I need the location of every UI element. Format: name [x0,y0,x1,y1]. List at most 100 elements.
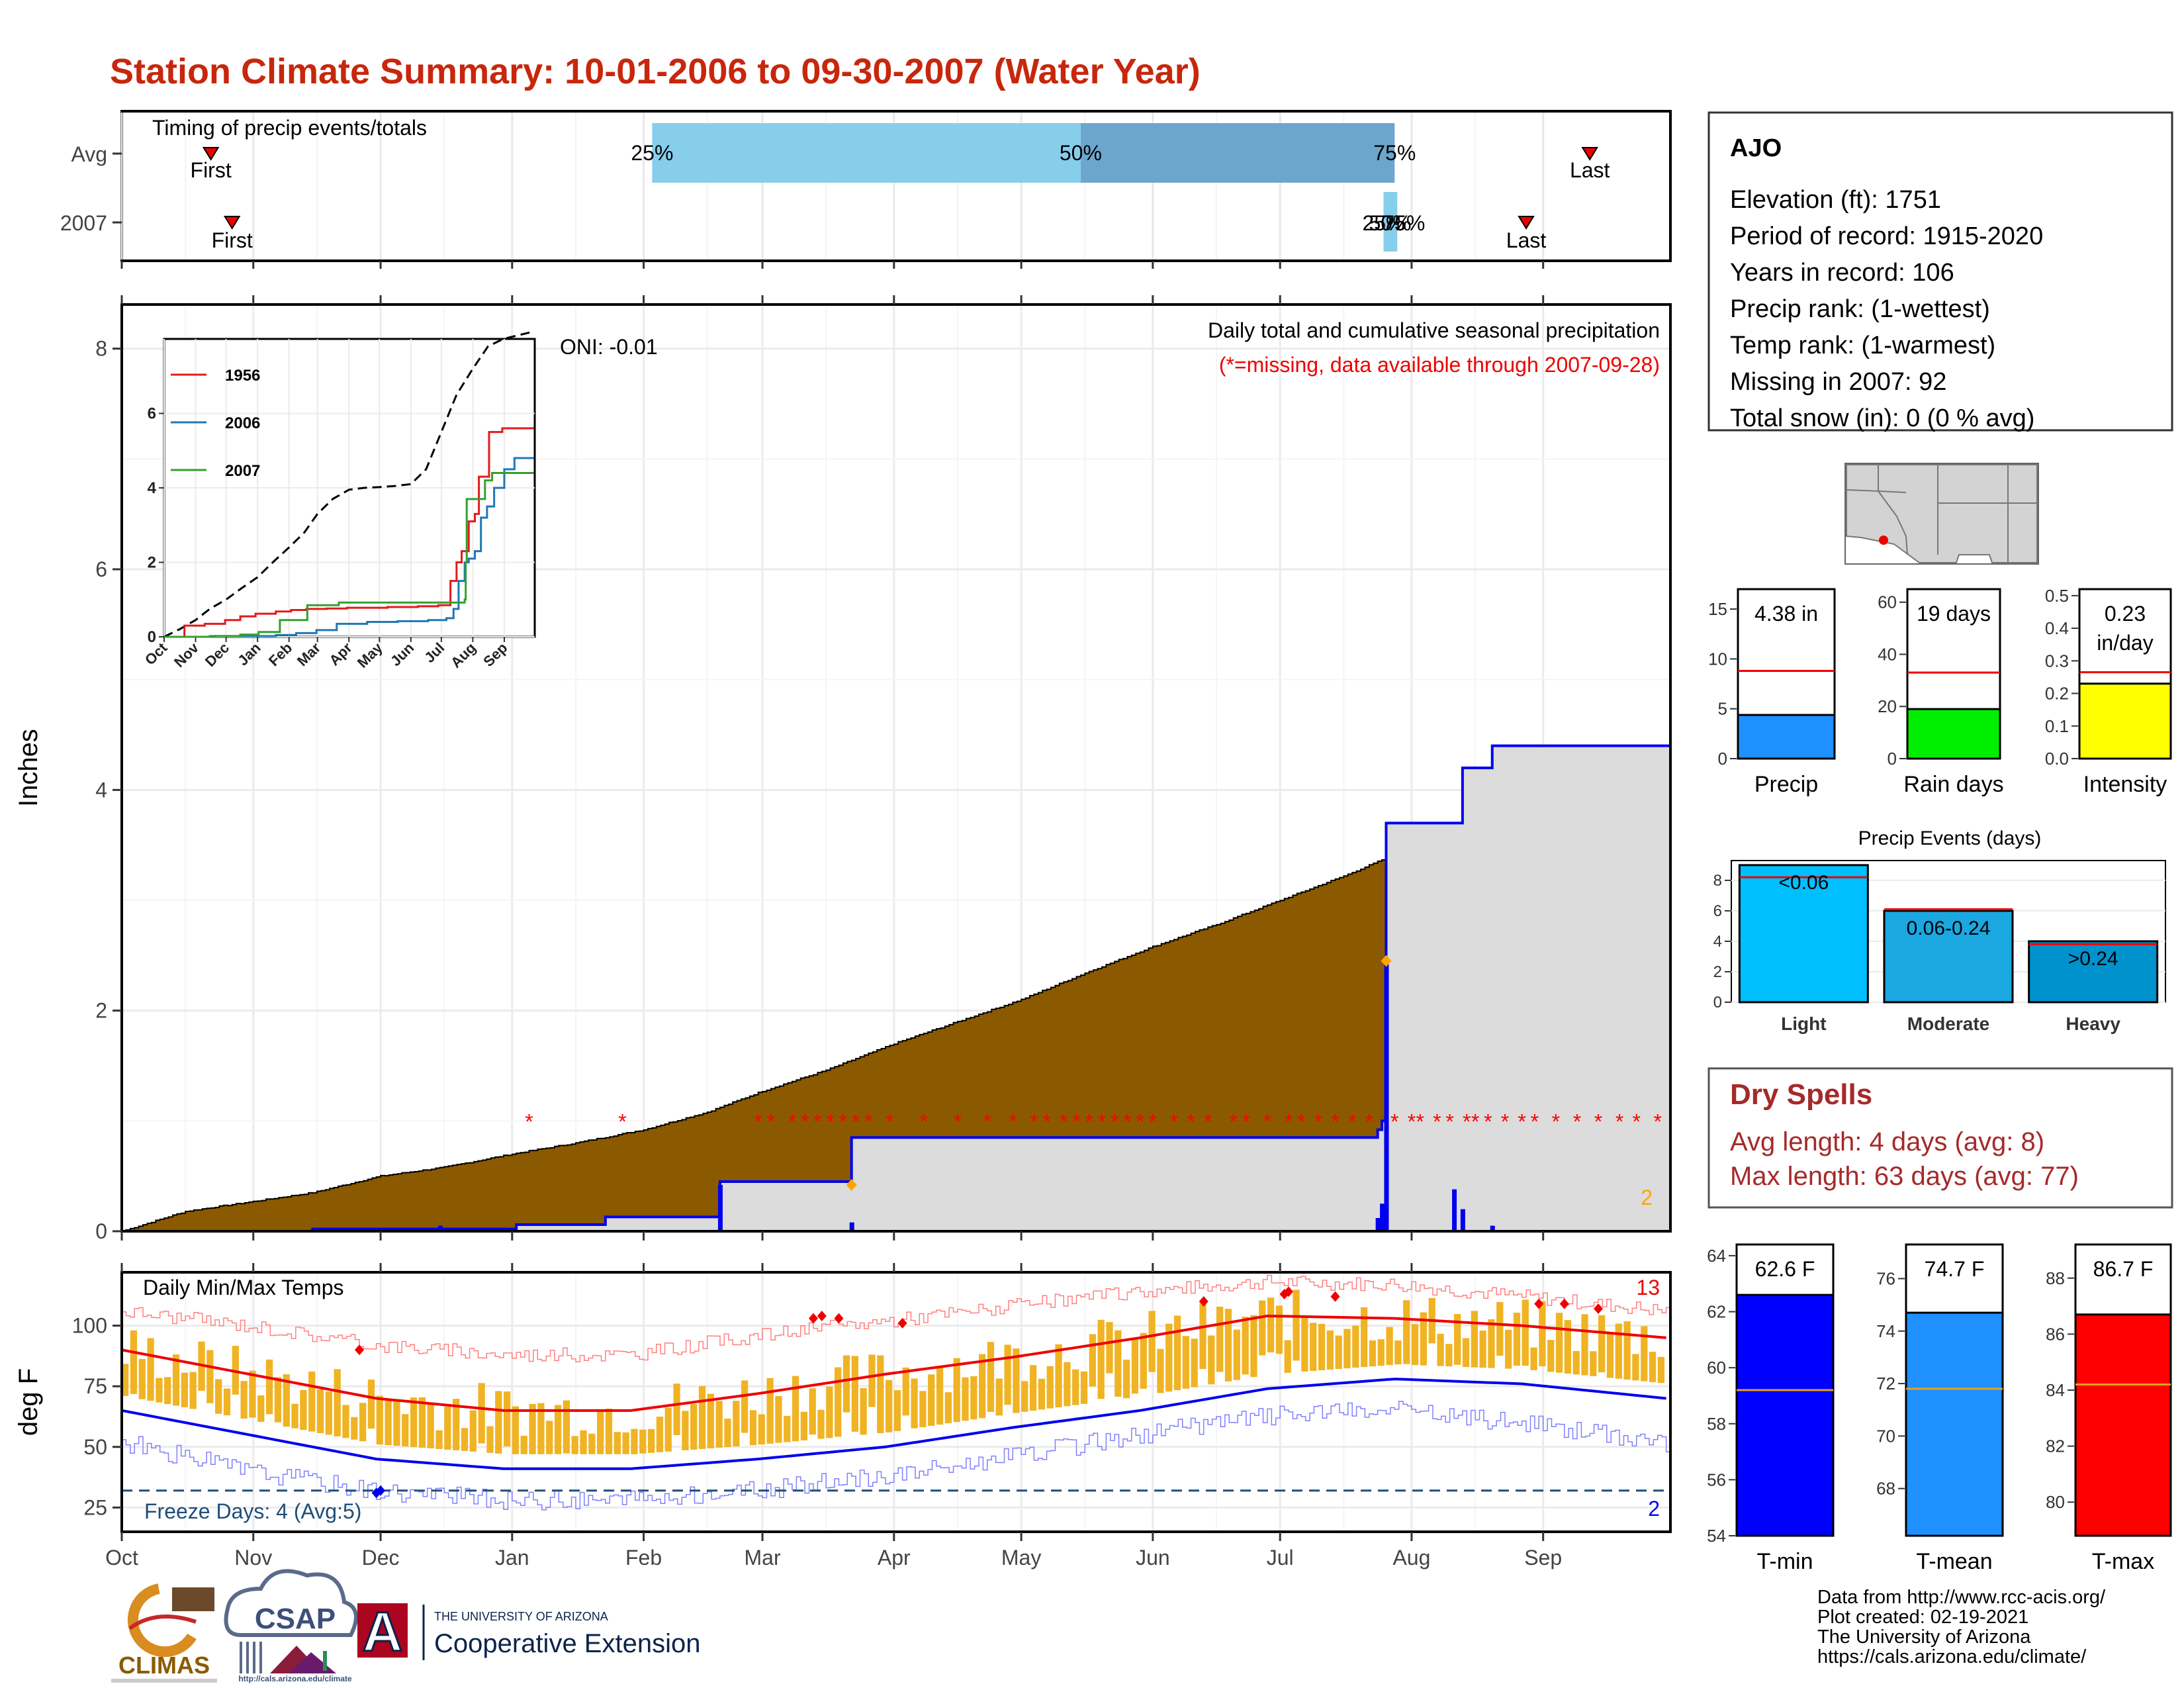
events-category-moderate: Moderate [1907,1013,1989,1034]
daily-temp-range-bar [520,1435,527,1454]
page-title: Station Climate Summary: 10-01-2006 to 0… [110,52,1201,91]
daily-temp-range-bar [249,1370,256,1418]
summary-bar-t-max: 80 82 84 86 88 86.7 F T-max [2046,1243,2172,1574]
events-ytick-label: 8 [1713,872,1722,890]
daily-temp-range-bar [486,1426,494,1453]
daily-temp-range-bar [1199,1303,1206,1370]
daily-temp-range-bar [1242,1317,1249,1375]
daily-temp-range-bar [418,1397,426,1448]
daily-temp-range-bar [902,1367,909,1416]
summary-bar-value-label-2: in/day [2097,631,2153,655]
daily-temp-range-bar [698,1385,706,1449]
summary-bar-value [2074,1313,2172,1537]
daily-temp-range-bar [580,1430,587,1454]
missing-count: 2 [1641,1186,1653,1209]
credit-line-data: Data from http://www.rcc-acis.org/ [1817,1587,2106,1608]
daily-temp-range-bar [291,1403,298,1429]
summary-bar-value [1737,714,1836,760]
ua-cooperative-extension-logo: A THE UNIVERSITY OF ARIZONA Cooperative … [357,1600,700,1664]
daily-temp-range-bar [1564,1320,1571,1374]
missing-day-marker: * [1615,1109,1623,1133]
summary-bar-title: T-mean [1916,1549,1992,1574]
inset-series-line-2007 [164,472,534,638]
daily-temp-range-bar [1504,1329,1512,1369]
daily-temp-range-bar [156,1378,163,1403]
missing-day-marker: * [1654,1109,1662,1133]
daily-temp-range-bar [1590,1351,1597,1376]
inset-ytick-label: 2 [148,554,156,572]
summary-bar-value [1906,708,2001,760]
summary-bar-ytick-label: 0 [1888,749,1897,769]
daily-temp-range-bar [1420,1312,1428,1366]
station-line-period: Period of record: 1915-2020 [1730,222,2043,250]
daily-temp-range-bar [1097,1319,1105,1399]
summary-bar-ytick-label: 0 [1718,749,1727,769]
daily-temp-range-bar [1454,1314,1461,1365]
daily-temp-range-bar [1259,1300,1266,1356]
summary-bar-ytick-label: 20 [1878,696,1897,716]
daily-temp-range-bar [1233,1329,1240,1380]
daily-temp-range-bar [1522,1299,1529,1366]
daily-temp-range-bar [334,1369,341,1436]
daily-temp-range-bar [1267,1297,1275,1353]
inset-series-line-1956 [164,427,534,638]
daily-temp-range-bar [724,1419,731,1448]
events-bar-heavy [2028,940,2159,1004]
month-label-mar: Mar [745,1546,781,1570]
missing-day-marker: * [864,1109,872,1133]
daily-temp-range-bar [758,1414,765,1445]
daily-temp-range-bar [1513,1313,1521,1366]
missing-day-marker: * [1072,1109,1080,1133]
daily-temp-range-bar [351,1417,358,1440]
summary-bar-frame [2078,588,2172,760]
credit-line-university: The University of Arizona [1817,1626,2031,1648]
csap-url: http://cals.arizona.edu/climate [238,1674,352,1683]
summary-bar-value-label: 86.7 F [2093,1257,2154,1281]
daily-temp-range-bar [274,1377,282,1423]
month-label-may: May [1001,1546,1041,1570]
events-ytick-label: 4 [1713,933,1722,951]
record-high-marker [897,1317,907,1329]
missing-day-marker: * [1365,1109,1373,1133]
daily-precip-bar [1452,1189,1457,1231]
daily-temp-range-bar [1496,1301,1504,1356]
record-max-line [122,1274,1670,1363]
month-label-jun: Jun [1136,1546,1170,1570]
daily-temp-range-bar [164,1377,171,1405]
daily-temp-range-bar [664,1407,672,1452]
daily-temp-range-bar [1173,1315,1181,1391]
missing-day-marker: * [1433,1109,1441,1133]
record-high-marker [808,1313,818,1324]
record-high-marker [355,1344,365,1356]
daily-temp-range-bar [1208,1335,1215,1385]
missing-day-marker: * [813,1109,821,1133]
daily-temp-range-bar [775,1395,782,1443]
daily-temp-range-bar [1275,1305,1283,1354]
precip-events-chart: Precip Events (days) 0 2 4 6 8 <0.06 Light 0.06… [1713,827,2166,1034]
events-ytick-label: 2 [1713,963,1722,981]
daily-temp-range-bar [1488,1319,1495,1368]
daily-temp-range-bar [571,1436,578,1454]
daily-temp-range-bar [1318,1323,1326,1371]
summary-bar-title: Precip [1754,772,1818,797]
missing-day-marker: * [1136,1109,1144,1133]
missing-day-marker: * [1229,1109,1237,1133]
cumulative-2007-line [122,744,1670,1233]
daily-temp-range-bar [453,1399,460,1450]
daily-temp-range-bar [138,1358,146,1399]
summary-bar-ytick-label: 84 [2046,1380,2065,1400]
daily-temp-range-bar [537,1403,545,1454]
daily-temp-range-bar [1089,1334,1096,1387]
summary-bar-ytick-label: 88 [2046,1268,2065,1288]
missing-day-marker: * [1060,1109,1068,1133]
daily-temp-range-bar [1657,1356,1665,1383]
missing-day-marker: * [618,1109,626,1133]
daily-temp-range-bar [1064,1362,1071,1407]
daily-temp-range-bar [979,1354,986,1419]
ua-big-text: Cooperative Extension [434,1629,700,1658]
daily-temp-range-bar [1335,1335,1342,1370]
missing-day-marker: * [826,1109,834,1133]
daily-temp-range-bar [1080,1371,1088,1404]
daily-temp-range-bar [223,1388,231,1416]
missing-day-marker: * [954,1109,962,1133]
